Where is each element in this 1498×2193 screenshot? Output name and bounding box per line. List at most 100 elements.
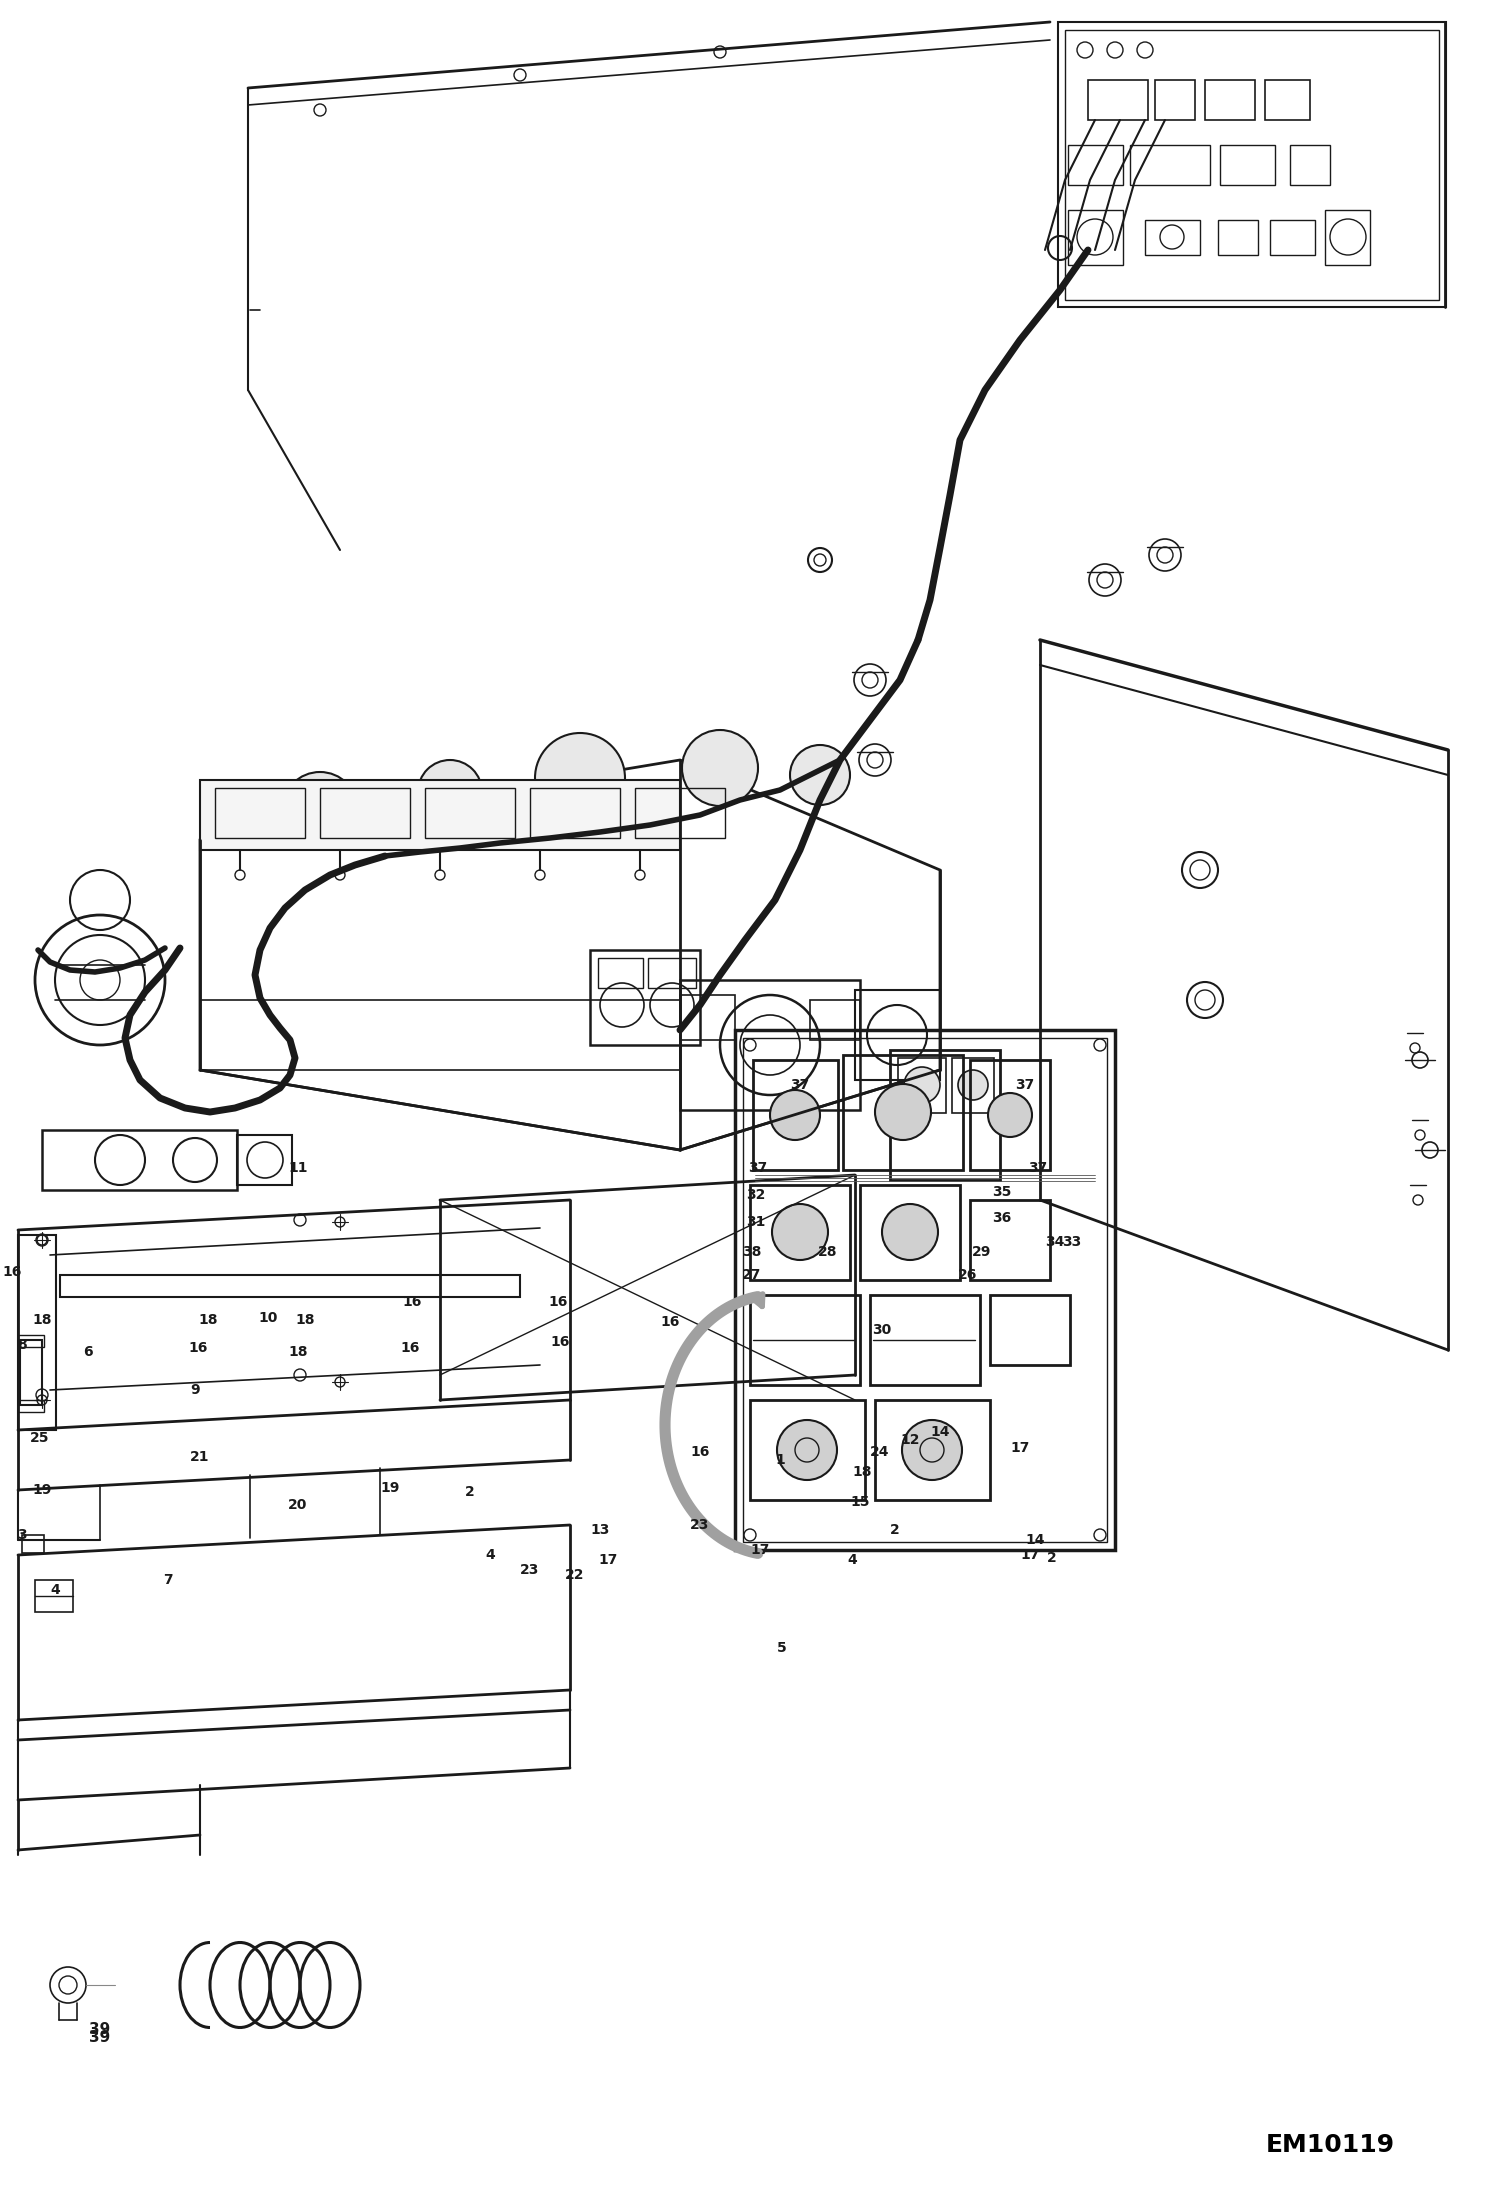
Text: 37: 37	[749, 1160, 767, 1175]
Text: 1: 1	[774, 1454, 785, 1467]
Bar	[530, 787, 620, 838]
Text: 30: 30	[872, 1322, 891, 1338]
Text: 14: 14	[930, 1425, 950, 1439]
Bar	[1088, 79, 1147, 121]
Text: 2: 2	[464, 1485, 475, 1500]
Bar	[42, 1129, 237, 1191]
Bar	[810, 1000, 860, 1039]
Text: 7: 7	[163, 1572, 172, 1588]
Text: 16: 16	[661, 1316, 680, 1329]
Text: 19: 19	[380, 1480, 400, 1496]
Circle shape	[989, 1092, 1032, 1136]
Bar	[1068, 211, 1124, 265]
Circle shape	[777, 1421, 837, 1480]
Bar	[753, 1059, 837, 1171]
Bar	[680, 996, 736, 1039]
Text: 2: 2	[1047, 1550, 1058, 1566]
Bar	[18, 1235, 55, 1430]
Bar	[990, 1296, 1070, 1364]
Bar	[1129, 145, 1210, 184]
Bar	[971, 1059, 1050, 1171]
Text: 2: 2	[890, 1522, 900, 1537]
Bar	[201, 781, 680, 851]
Bar	[635, 787, 725, 838]
Bar	[1058, 22, 1446, 307]
Text: 17: 17	[598, 1553, 617, 1568]
Text: 16: 16	[3, 1265, 21, 1279]
Bar	[1155, 79, 1195, 121]
Bar	[870, 1296, 980, 1386]
Text: 16: 16	[400, 1340, 419, 1355]
Text: 11: 11	[288, 1160, 307, 1175]
Bar	[1068, 145, 1124, 184]
Text: 16: 16	[548, 1296, 568, 1309]
Bar	[750, 1184, 849, 1281]
Text: 23: 23	[520, 1564, 539, 1577]
Text: 3: 3	[16, 1529, 27, 1542]
Circle shape	[282, 772, 358, 849]
Bar	[1264, 79, 1309, 121]
Text: 17: 17	[1010, 1441, 1029, 1454]
Text: 39: 39	[90, 2022, 111, 2037]
Bar	[60, 1274, 520, 1296]
Circle shape	[771, 1204, 828, 1261]
Text: 16: 16	[403, 1296, 422, 1309]
Bar	[897, 1057, 947, 1114]
Text: 31: 31	[746, 1215, 765, 1228]
Text: 27: 27	[743, 1268, 761, 1283]
Text: 26: 26	[959, 1268, 978, 1283]
Text: 18: 18	[288, 1344, 307, 1360]
Text: 39: 39	[90, 2031, 111, 2046]
Bar	[1065, 31, 1440, 300]
Circle shape	[903, 1068, 941, 1103]
Bar	[1218, 219, 1258, 254]
Bar	[1290, 145, 1330, 184]
Text: 18: 18	[33, 1314, 52, 1327]
Circle shape	[418, 761, 482, 825]
Bar	[590, 950, 700, 1046]
Circle shape	[875, 1083, 930, 1140]
Text: 4: 4	[848, 1553, 857, 1568]
Circle shape	[682, 730, 758, 807]
Text: 13: 13	[590, 1522, 610, 1537]
Text: EM10119: EM10119	[1266, 2134, 1395, 2158]
Bar	[1204, 79, 1255, 121]
Text: 28: 28	[818, 1246, 837, 1259]
Text: 8: 8	[16, 1338, 27, 1353]
Bar	[216, 787, 306, 838]
Text: 17: 17	[1020, 1548, 1040, 1561]
Text: 37: 37	[791, 1079, 809, 1092]
Text: 18: 18	[852, 1465, 872, 1478]
Text: 35: 35	[992, 1184, 1011, 1200]
Text: 5: 5	[777, 1640, 786, 1656]
Circle shape	[959, 1070, 989, 1101]
Circle shape	[902, 1421, 962, 1480]
Text: 6: 6	[84, 1344, 93, 1360]
Text: 4: 4	[49, 1583, 60, 1597]
Bar	[843, 1055, 963, 1171]
Text: 37: 37	[1028, 1160, 1047, 1175]
Text: 33: 33	[1062, 1235, 1082, 1250]
Bar	[18, 1399, 43, 1412]
Bar	[201, 1000, 680, 1070]
Bar	[1219, 145, 1275, 184]
Bar	[34, 1579, 73, 1612]
Text: 23: 23	[691, 1518, 710, 1533]
Bar	[1144, 219, 1200, 254]
Text: 14: 14	[1025, 1533, 1044, 1546]
Bar	[237, 1136, 292, 1184]
Text: 25: 25	[30, 1432, 49, 1445]
Circle shape	[770, 1090, 819, 1140]
Text: 17: 17	[750, 1544, 770, 1557]
Bar	[750, 1399, 864, 1500]
Bar	[750, 1296, 860, 1386]
Bar	[971, 1200, 1050, 1281]
Text: 4: 4	[485, 1548, 494, 1561]
Bar	[598, 958, 643, 989]
Text: 37: 37	[1016, 1079, 1035, 1092]
Text: 36: 36	[992, 1211, 1011, 1226]
Bar	[743, 1037, 1107, 1542]
Text: 12: 12	[900, 1432, 920, 1447]
Bar	[19, 1340, 42, 1406]
Text: 16: 16	[189, 1340, 208, 1355]
